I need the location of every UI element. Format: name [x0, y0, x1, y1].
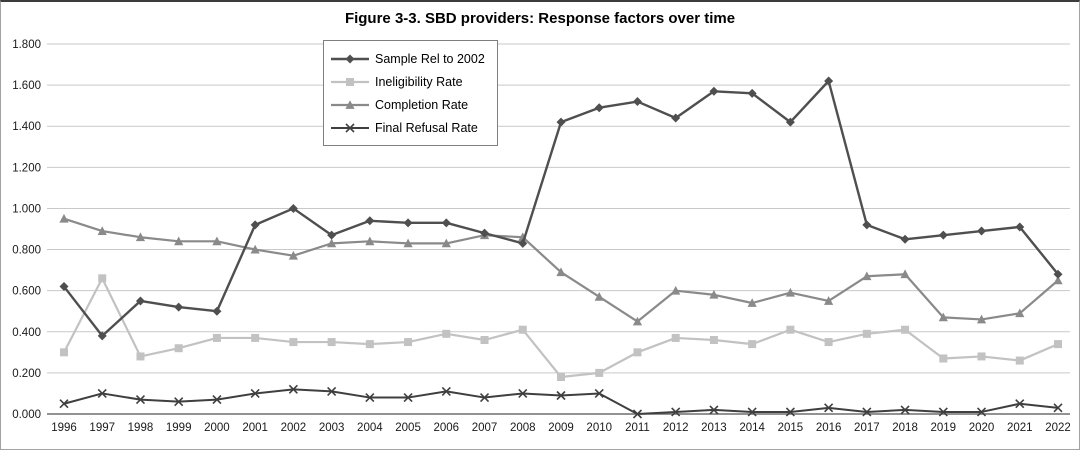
legend: Sample Rel to 2002 Ineligibility Rate Co… — [323, 40, 498, 146]
x-axis-labels: 1996 1997 1998 1999 2000 2001 2002 2003 2004 2005… — [51, 422, 1071, 434]
svg-text:1996: 1996 — [51, 422, 77, 434]
svg-text:2008: 2008 — [510, 422, 536, 434]
legend-marker-completion-rate — [331, 99, 369, 109]
svg-text:1998: 1998 — [128, 422, 154, 434]
svg-text:1997: 1997 — [89, 422, 115, 434]
svg-text:2016: 2016 — [816, 422, 842, 434]
series-ineligibility-rate — [60, 274, 1062, 381]
legend-marker-sample-rel-to-2002 — [331, 54, 369, 63]
legend-marker-final-refusal-rate — [331, 122, 369, 133]
y-axis-labels: 0.000 0.200 0.400 0.600 0.800 1.000 1.200 1.400… — [12, 39, 41, 421]
line-chart-plot: 0.000 0.200 0.400 0.600 0.800 1.000 1.200 1.400… — [12, 39, 1071, 434]
svg-text:2004: 2004 — [357, 422, 383, 434]
svg-text:2014: 2014 — [739, 422, 765, 434]
svg-text:2001: 2001 — [242, 422, 268, 434]
svg-text:2005: 2005 — [395, 422, 421, 434]
svg-text:1.000: 1.000 — [12, 203, 41, 215]
svg-text:2013: 2013 — [701, 422, 727, 434]
gridlines — [47, 43, 1070, 374]
legend-label: Sample Rel to 2002 — [375, 51, 485, 66]
svg-text:2003: 2003 — [319, 422, 345, 434]
svg-text:2018: 2018 — [892, 422, 918, 434]
legend-marker-ineligibility-rate — [331, 77, 369, 86]
series-final-refusal-rate — [59, 384, 1063, 419]
svg-text:1.200: 1.200 — [12, 162, 41, 174]
svg-text:2009: 2009 — [548, 422, 574, 434]
svg-text:2000: 2000 — [204, 422, 230, 434]
legend-label: Completion Rate — [375, 97, 469, 112]
svg-text:2017: 2017 — [854, 422, 880, 434]
svg-text:0.400: 0.400 — [12, 327, 41, 339]
svg-text:2002: 2002 — [281, 422, 307, 434]
svg-text:0.200: 0.200 — [12, 368, 41, 380]
svg-text:0.600: 0.600 — [12, 286, 41, 298]
svg-text:1.400: 1.400 — [12, 121, 41, 133]
legend-item: Final Refusal Rate — [330, 116, 485, 139]
series-sample-rel-to-2002 — [59, 76, 1063, 341]
svg-text:0.000: 0.000 — [12, 409, 41, 421]
legend-item: Sample Rel to 2002 — [330, 47, 485, 70]
legend-label: Ineligibility Rate — [375, 74, 463, 89]
svg-text:2007: 2007 — [472, 422, 498, 434]
legend-item: Ineligibility Rate — [330, 70, 485, 93]
svg-text:2022: 2022 — [1045, 422, 1071, 434]
svg-text:1999: 1999 — [166, 422, 192, 434]
svg-text:2012: 2012 — [663, 422, 689, 434]
legend-item: Completion Rate — [330, 93, 485, 116]
svg-text:1.800: 1.800 — [12, 39, 41, 51]
svg-text:1.600: 1.600 — [12, 80, 41, 92]
svg-text:2015: 2015 — [778, 422, 804, 434]
series-completion-rate — [59, 213, 1063, 326]
svg-text:2020: 2020 — [969, 422, 995, 434]
svg-text:2021: 2021 — [1007, 422, 1033, 434]
svg-text:2011: 2011 — [625, 422, 650, 434]
svg-text:2019: 2019 — [931, 422, 957, 434]
legend-label: Final Refusal Rate — [375, 120, 478, 135]
svg-text:0.800: 0.800 — [12, 245, 41, 257]
chart-title: Figure 3-3. SBD providers: Response fact… — [344, 10, 736, 27]
svg-text:2010: 2010 — [586, 422, 612, 434]
svg-text:2006: 2006 — [434, 422, 460, 434]
